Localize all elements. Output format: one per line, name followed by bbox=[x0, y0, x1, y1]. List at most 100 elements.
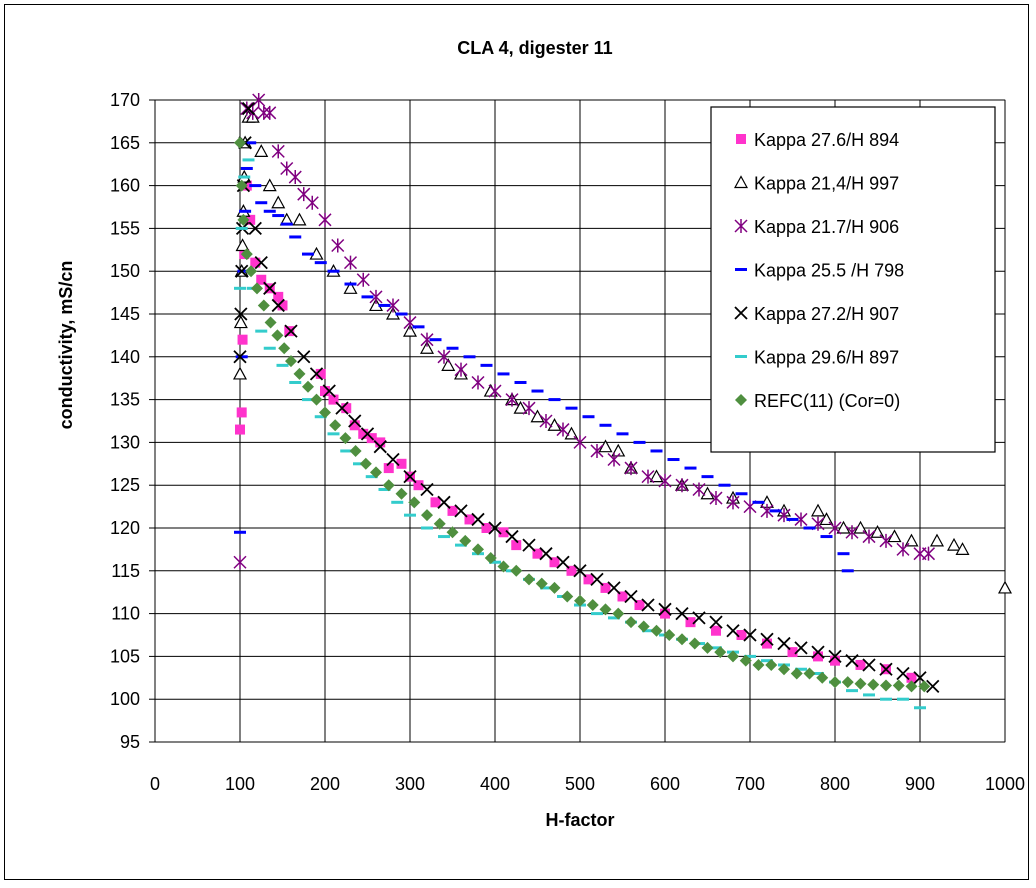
data-point bbox=[378, 303, 391, 307]
data-point bbox=[513, 400, 528, 414]
data-point bbox=[430, 497, 441, 508]
data-point bbox=[625, 616, 637, 629]
data-point bbox=[271, 329, 284, 342]
data-point bbox=[480, 363, 493, 367]
y-tick-label: 125 bbox=[110, 475, 140, 495]
data-point bbox=[523, 573, 535, 586]
legend-marker bbox=[733, 175, 749, 189]
data-point bbox=[905, 680, 918, 693]
data-point bbox=[743, 628, 757, 642]
y-axis-label: conductivity, mS/cn bbox=[56, 261, 76, 430]
y-tick-label: 165 bbox=[110, 133, 140, 153]
data-point bbox=[358, 428, 369, 439]
data-point bbox=[777, 636, 791, 651]
data-point bbox=[600, 582, 611, 593]
data-point bbox=[235, 238, 250, 252]
data-point bbox=[701, 475, 714, 479]
data-point bbox=[391, 500, 404, 504]
data-point bbox=[369, 289, 383, 304]
data-point bbox=[726, 495, 740, 510]
legend-label: Kappa 21,4/H 997 bbox=[754, 174, 899, 194]
y-tick-label: 115 bbox=[111, 561, 140, 581]
data-point bbox=[790, 667, 803, 680]
data-point bbox=[641, 598, 655, 612]
data-point bbox=[233, 555, 247, 570]
legend-marker bbox=[735, 355, 747, 358]
data-point bbox=[447, 505, 458, 516]
data-point bbox=[929, 533, 945, 547]
data-point bbox=[318, 212, 332, 227]
data-point bbox=[667, 458, 680, 462]
data-point bbox=[383, 463, 394, 474]
data-point bbox=[566, 565, 577, 576]
data-point bbox=[650, 624, 663, 637]
data-point bbox=[395, 487, 408, 500]
data-point bbox=[816, 671, 829, 684]
data-point bbox=[252, 93, 266, 107]
data-point bbox=[641, 469, 655, 484]
data-point bbox=[233, 315, 248, 329]
data-point bbox=[284, 324, 298, 338]
data-point bbox=[250, 257, 261, 268]
data-point bbox=[752, 658, 765, 671]
data-point bbox=[263, 346, 276, 350]
data-point bbox=[590, 572, 604, 586]
y-tick-label: 130 bbox=[110, 432, 140, 452]
data-point bbox=[914, 706, 926, 710]
data-point bbox=[235, 355, 248, 359]
data-point bbox=[328, 394, 339, 405]
data-point bbox=[828, 521, 842, 535]
data-point bbox=[726, 624, 740, 638]
data-point bbox=[244, 141, 257, 145]
data-point bbox=[454, 362, 468, 377]
data-point bbox=[437, 495, 451, 509]
data-point bbox=[395, 312, 408, 316]
data-point bbox=[288, 170, 302, 185]
data-point bbox=[314, 415, 327, 419]
data-point bbox=[234, 136, 246, 149]
y-tick-label: 160 bbox=[110, 176, 140, 196]
data-point bbox=[744, 654, 756, 658]
data-point bbox=[718, 483, 731, 487]
y-tick-label: 110 bbox=[111, 604, 140, 624]
data-point bbox=[692, 611, 706, 625]
data-point bbox=[778, 663, 790, 676]
data-point bbox=[795, 667, 807, 671]
data-point bbox=[879, 662, 893, 676]
data-point bbox=[340, 449, 353, 453]
data-point bbox=[455, 543, 467, 547]
data-point bbox=[497, 560, 510, 573]
y-tick-label: 150 bbox=[110, 261, 140, 281]
data-point bbox=[658, 473, 672, 488]
x-tick-label: 100 bbox=[225, 774, 255, 794]
data-point bbox=[736, 630, 747, 640]
data-point bbox=[315, 368, 326, 379]
data-point bbox=[349, 444, 362, 457]
data-point bbox=[302, 398, 314, 402]
data-point bbox=[837, 552, 850, 556]
data-point bbox=[271, 298, 285, 313]
data-point bbox=[497, 372, 510, 376]
data-point bbox=[548, 581, 561, 594]
data-point bbox=[472, 543, 484, 556]
data-point bbox=[375, 437, 386, 448]
data-point bbox=[709, 615, 723, 629]
data-point bbox=[658, 602, 672, 616]
data-point bbox=[314, 261, 327, 265]
data-point bbox=[343, 281, 358, 294]
data-point bbox=[396, 458, 407, 469]
data-point bbox=[419, 340, 435, 354]
data-point bbox=[709, 491, 723, 506]
data-point bbox=[511, 540, 522, 551]
data-point bbox=[574, 594, 586, 607]
data-point bbox=[353, 462, 365, 466]
data-point bbox=[812, 672, 824, 676]
data-point bbox=[412, 325, 425, 329]
data-point bbox=[404, 513, 416, 517]
y-tick-label: 100 bbox=[110, 689, 140, 709]
data-point bbox=[233, 350, 247, 364]
data-point bbox=[344, 282, 357, 286]
data-point bbox=[634, 600, 645, 611]
data-point bbox=[760, 632, 774, 646]
data-point bbox=[522, 401, 536, 416]
